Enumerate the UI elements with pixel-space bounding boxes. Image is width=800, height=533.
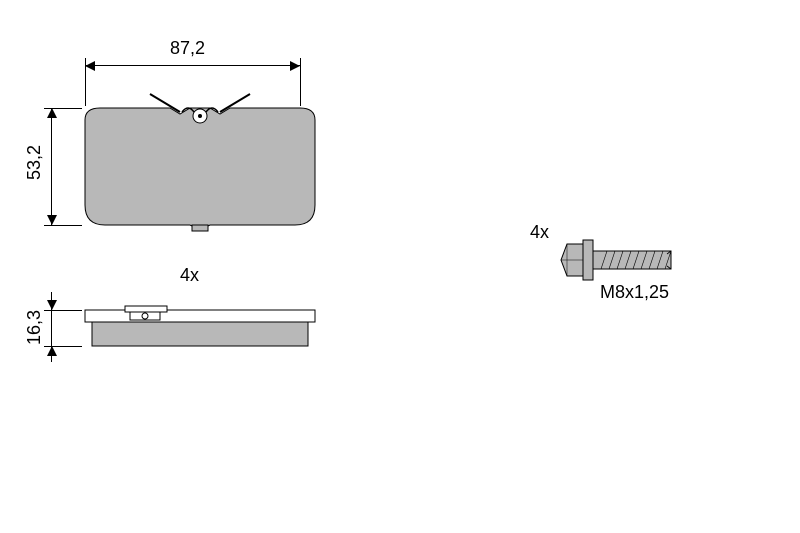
dim-thick-ext-top	[44, 310, 82, 311]
bolt-spec-label: M8x1,25	[600, 282, 669, 303]
dim-height-label: 53,2	[24, 145, 45, 180]
dim-height-arrow-t	[47, 108, 57, 118]
dim-width-arrow-r	[290, 61, 300, 71]
dim-width-label: 87,2	[170, 38, 205, 59]
dim-width-line	[85, 65, 300, 66]
dim-thick-arrow-b	[47, 346, 57, 356]
pad-quantity-label: 4x	[180, 265, 199, 286]
dim-height-line	[51, 108, 52, 225]
bolt-drawing	[555, 230, 705, 290]
brake-pad-side-view	[70, 300, 330, 360]
dim-thick-arrow-t	[47, 300, 57, 310]
brake-pad-front-view	[70, 90, 330, 250]
dim-width-ext-right	[300, 58, 301, 106]
dim-thick-label: 16,3	[24, 310, 45, 345]
dim-height-arrow-b	[47, 215, 57, 225]
bolt-quantity-label: 4x	[530, 222, 549, 243]
dim-height-ext-bot	[44, 225, 82, 226]
dim-width-arrow-l	[85, 61, 95, 71]
